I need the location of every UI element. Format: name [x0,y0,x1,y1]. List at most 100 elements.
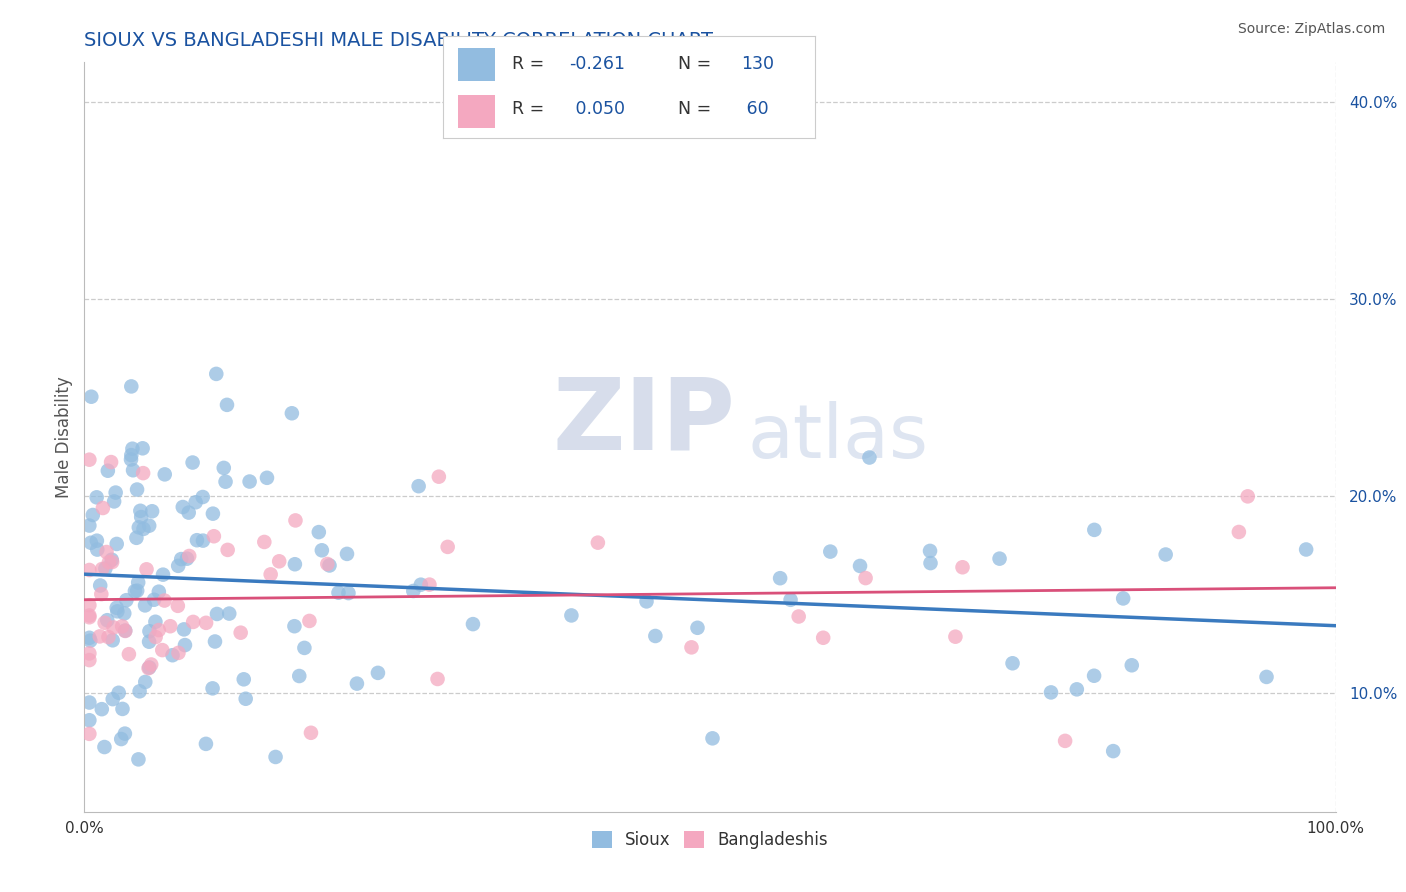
Point [129,504,152,518]
Point [132,466,155,480]
Point [141,504,163,518]
Point [811,631,834,645]
Point [79,653,101,667]
Point [143,592,166,607]
Y-axis label: Male Disability: Male Disability [55,376,73,498]
Point [686,621,709,635]
Point [191,533,214,548]
Point [148,584,170,599]
Point [105,537,128,551]
Point [1227,524,1250,539]
Point [96,613,118,627]
Point [86,491,108,505]
Point [128,520,150,534]
Point [79,608,101,623]
Point [201,507,224,521]
Point [176,551,198,566]
Point [1040,685,1063,699]
Point [114,624,136,638]
Point [170,552,193,566]
Point [86,533,108,548]
Point [283,619,305,633]
Point [179,549,201,563]
Point [294,640,316,655]
Point [138,624,160,639]
Point [318,558,340,573]
Point [115,593,138,607]
Point [269,554,291,568]
Point [105,604,128,618]
Point [181,456,204,470]
Point [162,648,184,663]
Point [779,592,801,607]
Point [418,577,440,591]
Point [284,558,307,572]
Point [681,640,703,655]
Text: 60: 60 [741,100,769,118]
Point [93,739,115,754]
Point [118,647,141,661]
Point [93,615,115,630]
Point [79,696,101,710]
Point [111,702,134,716]
Point [138,634,160,648]
Point [141,657,163,672]
Point [177,506,200,520]
Point [299,726,322,740]
Bar [458,95,495,128]
Point [104,485,127,500]
Point [311,543,333,558]
Point [79,633,101,648]
Point [90,702,112,716]
Point [127,752,149,766]
Point [215,398,238,412]
Point [769,571,792,585]
Point [134,599,156,613]
Point [114,624,136,638]
Point [125,531,148,545]
Point [1066,682,1088,697]
Point [172,500,194,514]
Point [461,617,484,632]
Point [90,587,112,601]
Point [181,615,204,629]
Point [194,737,217,751]
Text: atlas: atlas [748,401,928,474]
Point [1083,523,1105,537]
Point [120,452,142,467]
Point [195,615,218,630]
Point [96,545,118,559]
Point [91,562,114,576]
Point [218,607,240,621]
Point [79,452,101,467]
Point [855,571,877,585]
Point [125,483,148,497]
Point [644,629,666,643]
Point [787,609,810,624]
Point [145,630,167,644]
Point [127,575,149,590]
Text: -0.261: -0.261 [569,55,626,73]
Point [94,561,117,575]
Point [186,533,208,548]
Point [167,646,190,660]
Point [114,726,136,740]
Point [122,463,145,477]
Point [131,442,153,456]
Point [121,442,143,456]
Point [336,547,359,561]
Point [920,556,942,570]
Point [134,675,156,690]
Point [107,686,129,700]
Point [560,608,582,623]
Point [945,630,967,644]
Point [308,525,330,540]
Point [124,584,146,599]
Legend: Sioux, Bangladeshis: Sioux, Bangladeshis [585,824,835,855]
Point [1112,591,1135,606]
Point [281,406,304,420]
Point [214,475,236,489]
Point [253,535,276,549]
Point [174,638,197,652]
Point [204,634,226,648]
